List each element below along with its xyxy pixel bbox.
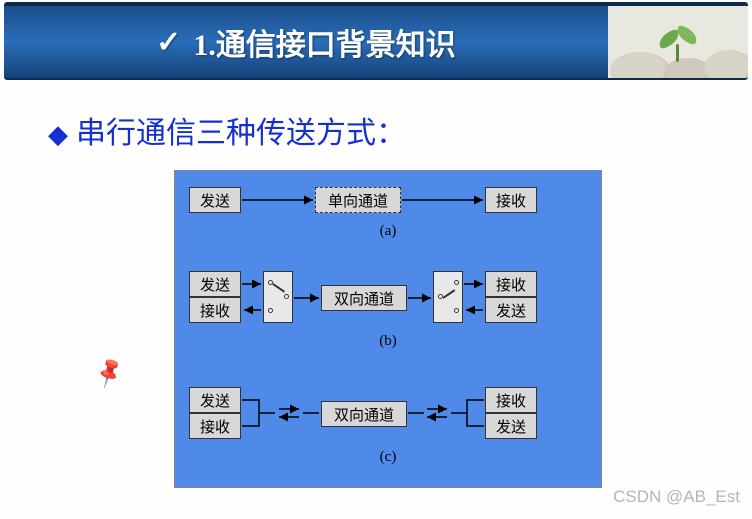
- row-b-right-bottom-box: 发送: [485, 297, 537, 323]
- diagram-row-a: 发送 单向通道 接收 (a): [175, 187, 601, 247]
- check-icon: ✓: [156, 25, 181, 60]
- row-c-right-bottom-box: 发送: [485, 413, 537, 439]
- diagram-row-c: 发送 接收 双向通道 接收 发送: [175, 387, 601, 475]
- communication-modes-diagram: 发送 单向通道 接收 (a) 发送 接收 双向通道: [174, 170, 602, 488]
- slide-header: ✓ 1.通信接口背景知识: [4, 2, 748, 80]
- row-c-left-bottom-box: 接收: [189, 413, 241, 439]
- row-b-label: (b): [175, 333, 601, 350]
- row-c-right-top-box: 接收: [485, 387, 537, 413]
- row-c-channel-box: 双向通道: [321, 401, 407, 427]
- row-b-left-top-box: 发送: [189, 271, 241, 297]
- pushpin-icon: 📌: [92, 355, 128, 391]
- row-b-left-switch: [263, 271, 293, 323]
- subtitle-text: 串行通信三种传送方式：: [76, 117, 406, 150]
- content-subtitle: ◆ 串行通信三种传送方式：: [48, 108, 728, 152]
- row-b-right-top-box: 接收: [485, 271, 537, 297]
- diamond-bullet-icon: ◆: [48, 120, 68, 149]
- row-b-right-switch: [433, 271, 463, 323]
- row-a-channel-box: 单向通道: [315, 187, 401, 213]
- slide-content: ◆ 串行通信三种传送方式： 📌 发送 单向通道 接收 (a) 发送 接收: [0, 80, 752, 488]
- row-a-label: (a): [175, 223, 601, 240]
- header-title-wrap: ✓ 1.通信接口背景知识: [4, 6, 608, 78]
- row-a-send-box: 发送: [189, 187, 241, 213]
- row-b-left-bottom-box: 接收: [189, 297, 241, 323]
- row-c-label: (c): [175, 449, 601, 466]
- diagram-row-b: 发送 接收 双向通道 接收 发送: [175, 271, 601, 359]
- row-c-left-top-box: 发送: [189, 387, 241, 413]
- header-title-text: 1.通信接口背景知识: [193, 20, 456, 64]
- row-b-channel-box: 双向通道: [321, 285, 407, 311]
- row-a-receive-box: 接收: [485, 187, 537, 213]
- header-decorative-image: [608, 6, 748, 78]
